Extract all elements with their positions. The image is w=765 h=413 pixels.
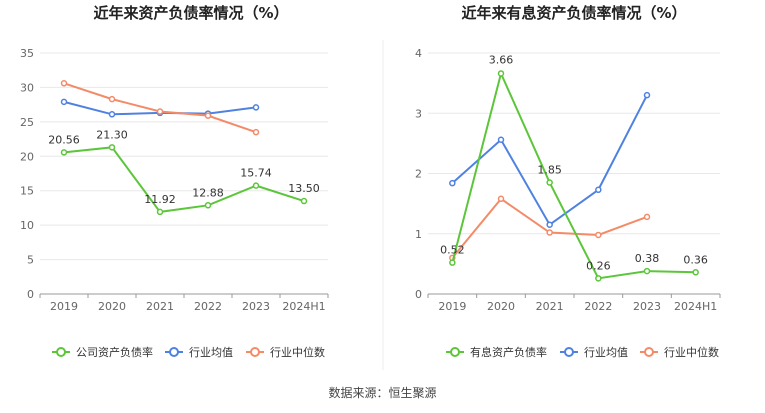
right-data-point — [643, 91, 651, 99]
left-data-point — [300, 197, 308, 205]
left-data-label: 21.30 — [96, 128, 128, 141]
left-data-point — [60, 80, 68, 87]
right-data-point — [497, 195, 505, 203]
right-chart-title: 近年来有息资产负债率情况（%） — [461, 4, 687, 22]
left-y-tick-label: 15 — [20, 185, 34, 198]
left-data-point — [252, 128, 260, 136]
right-data-point — [546, 221, 553, 228]
right-legend-label: 有息资产负债率 — [470, 345, 547, 359]
right-data-point — [692, 269, 699, 276]
left-legend-label: 公司资产负债率 — [76, 345, 153, 359]
left-data-label: 15.74 — [240, 167, 272, 180]
right-data-label: 0.36 — [683, 253, 708, 266]
left-data-point — [108, 95, 116, 103]
right-legend-label: 行业中位数 — [664, 345, 719, 359]
left-chart: 0 5 10 15 20 25 30 35 2019 2020 2021 2022 2023 2024H1… — [20, 47, 329, 359]
left-data-point — [60, 149, 68, 156]
left-series-line-0 — [63, 146, 305, 213]
right-data-point — [595, 231, 602, 239]
right-data-point — [546, 179, 553, 186]
right-data-point — [497, 70, 505, 77]
left-data-point — [60, 98, 68, 106]
left-x-tick-label: 2021 — [146, 300, 174, 313]
left-y-tick-label: 25 — [20, 116, 34, 129]
left-x-tick-label: 2019 — [50, 300, 78, 313]
right-y-tick-label: 0 — [415, 288, 422, 301]
left-data-point — [108, 144, 116, 151]
left-data-point — [108, 111, 116, 118]
right-y-tick-label: 3 — [415, 107, 422, 120]
left-data-label: 11.92 — [144, 193, 176, 206]
right-series-line-0 — [451, 70, 696, 280]
right-x-tick-label: 2021 — [536, 300, 564, 313]
left-chart-title: 近年来资产负债率情况（%） — [93, 4, 289, 22]
left-data-label: 13.50 — [288, 182, 320, 195]
right-data-label: 0.52 — [440, 244, 465, 257]
left-data-point — [156, 108, 164, 115]
data-source-note: 数据来源：恒生聚源 — [328, 386, 437, 400]
left-x-tick-label: 2024H1 — [282, 300, 325, 313]
left-legend-label: 行业中位数 — [270, 345, 325, 359]
right-data-point — [595, 275, 602, 282]
right-legend-marker — [564, 347, 574, 357]
left-y-tick-label: 10 — [20, 219, 34, 232]
right-data-point — [595, 186, 602, 194]
left-data-point — [252, 182, 260, 189]
right-data-point — [643, 267, 651, 275]
right-data-label: 1.85 — [537, 164, 562, 177]
right-chart: 0 1 2 3 4 2019 2020 2021 2022 2023 2024H1 0.52 3.66 1… — [415, 47, 721, 359]
right-data-label: 0.26 — [586, 259, 611, 272]
right-data-point — [546, 229, 553, 236]
right-x-tick-label: 2023 — [633, 300, 661, 313]
right-data-label: 0.38 — [635, 252, 660, 265]
left-x-tick-label: 2020 — [98, 300, 126, 313]
left-y-tick-label: 30 — [20, 81, 34, 94]
right-y-tick-label: 4 — [415, 47, 422, 60]
left-y-tick-label: 5 — [27, 254, 34, 267]
left-x-tick-label: 2023 — [242, 300, 270, 313]
right-legend-label: 行业均值 — [584, 346, 628, 359]
right-y-tick-label: 1 — [415, 228, 422, 241]
right-x-tick-label: 2020 — [487, 300, 515, 313]
right-data-point — [449, 179, 456, 187]
left-legend-marker — [169, 347, 179, 357]
left-legend-label: 行业均值 — [189, 346, 233, 359]
left-y-tick-label: 35 — [20, 47, 34, 60]
left-x-tick-label: 2022 — [194, 300, 222, 313]
right-data-label: 3.66 — [489, 53, 514, 66]
left-data-point — [252, 104, 260, 111]
left-data-label: 12.88 — [192, 186, 224, 199]
right-x-tick-label: 2022 — [584, 300, 612, 313]
right-series-line-2 — [451, 197, 648, 259]
left-series-line-2 — [63, 82, 257, 134]
right-x-tick-label: 2019 — [438, 300, 466, 313]
left-data-label: 20.56 — [48, 133, 80, 146]
left-data-point — [204, 202, 212, 209]
left-y-tick-label: 20 — [20, 150, 34, 163]
right-legend-marker — [644, 347, 654, 357]
right-data-point — [497, 136, 505, 144]
right-legend-marker — [450, 347, 460, 357]
right-x-tick-label: 2024H1 — [674, 300, 717, 313]
right-y-tick-label: 2 — [415, 168, 422, 181]
right-data-point — [449, 259, 456, 266]
left-y-tick-label: 0 — [27, 288, 34, 301]
right-data-point — [643, 213, 651, 221]
left-data-point — [156, 208, 164, 216]
left-legend-marker — [56, 347, 66, 357]
right-series-line-1 — [451, 94, 648, 227]
left-legend-marker — [250, 347, 260, 357]
left-data-point — [204, 112, 212, 119]
